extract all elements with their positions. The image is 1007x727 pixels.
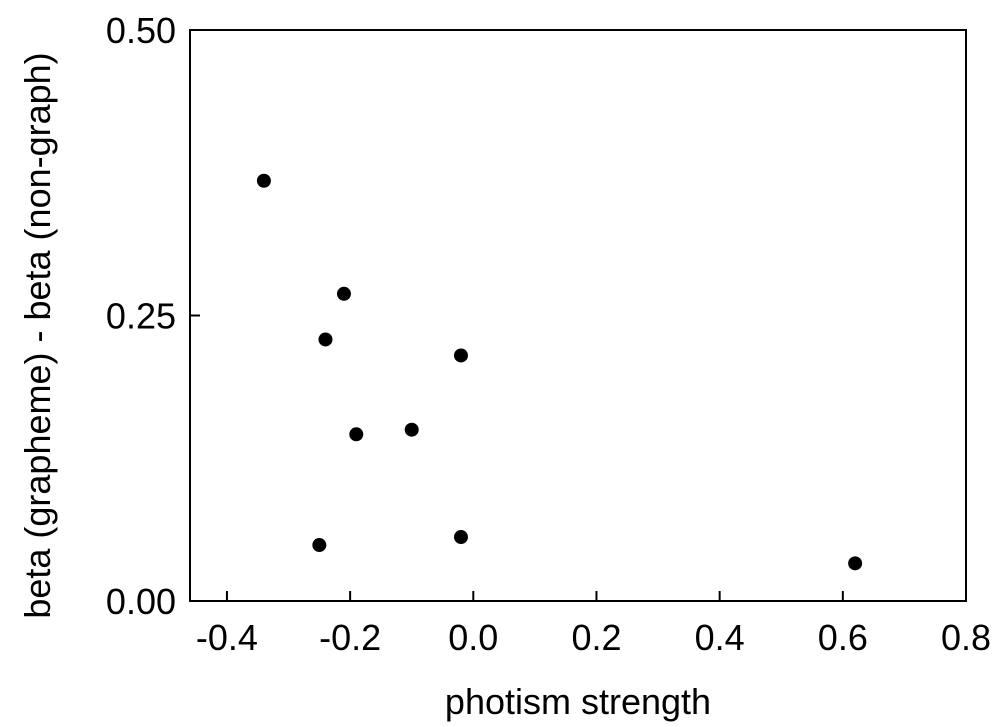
y-tick-label: 0.25: [106, 296, 176, 337]
data-point: [453, 530, 468, 545]
data-point: [312, 538, 327, 553]
y-axis-ticks: [190, 29, 200, 602]
x-tick-label: -0.2: [319, 617, 381, 658]
data-point: [336, 286, 351, 301]
data-point: [453, 348, 468, 363]
data-point: [349, 427, 364, 442]
data-points: [256, 173, 863, 571]
y-tick-label: 0.00: [106, 581, 176, 622]
data-point: [848, 556, 863, 571]
x-tick-label: 0.0: [448, 617, 498, 658]
x-tick-label: 0.4: [695, 617, 745, 658]
x-tick-label: 0.6: [818, 617, 868, 658]
x-tick-label: 0.2: [571, 617, 621, 658]
y-axis-title: beta (grapheme) - beta (non-graph): [17, 52, 58, 618]
x-tick-label: -0.4: [196, 617, 258, 658]
x-axis-ticks: [225, 591, 967, 601]
y-tick-label: 0.50: [106, 10, 176, 51]
data-point: [404, 422, 419, 437]
x-axis-tick-labels: -0.4 -0.2 0.0 0.2 0.4 0.6 0.8: [196, 617, 991, 658]
data-point: [318, 332, 333, 347]
x-axis-title: photism strength: [445, 681, 711, 722]
data-point: [256, 173, 271, 188]
y-axis-tick-labels: 0.00 0.25 0.50: [106, 10, 176, 622]
x-tick-label: 0.8: [941, 617, 991, 658]
